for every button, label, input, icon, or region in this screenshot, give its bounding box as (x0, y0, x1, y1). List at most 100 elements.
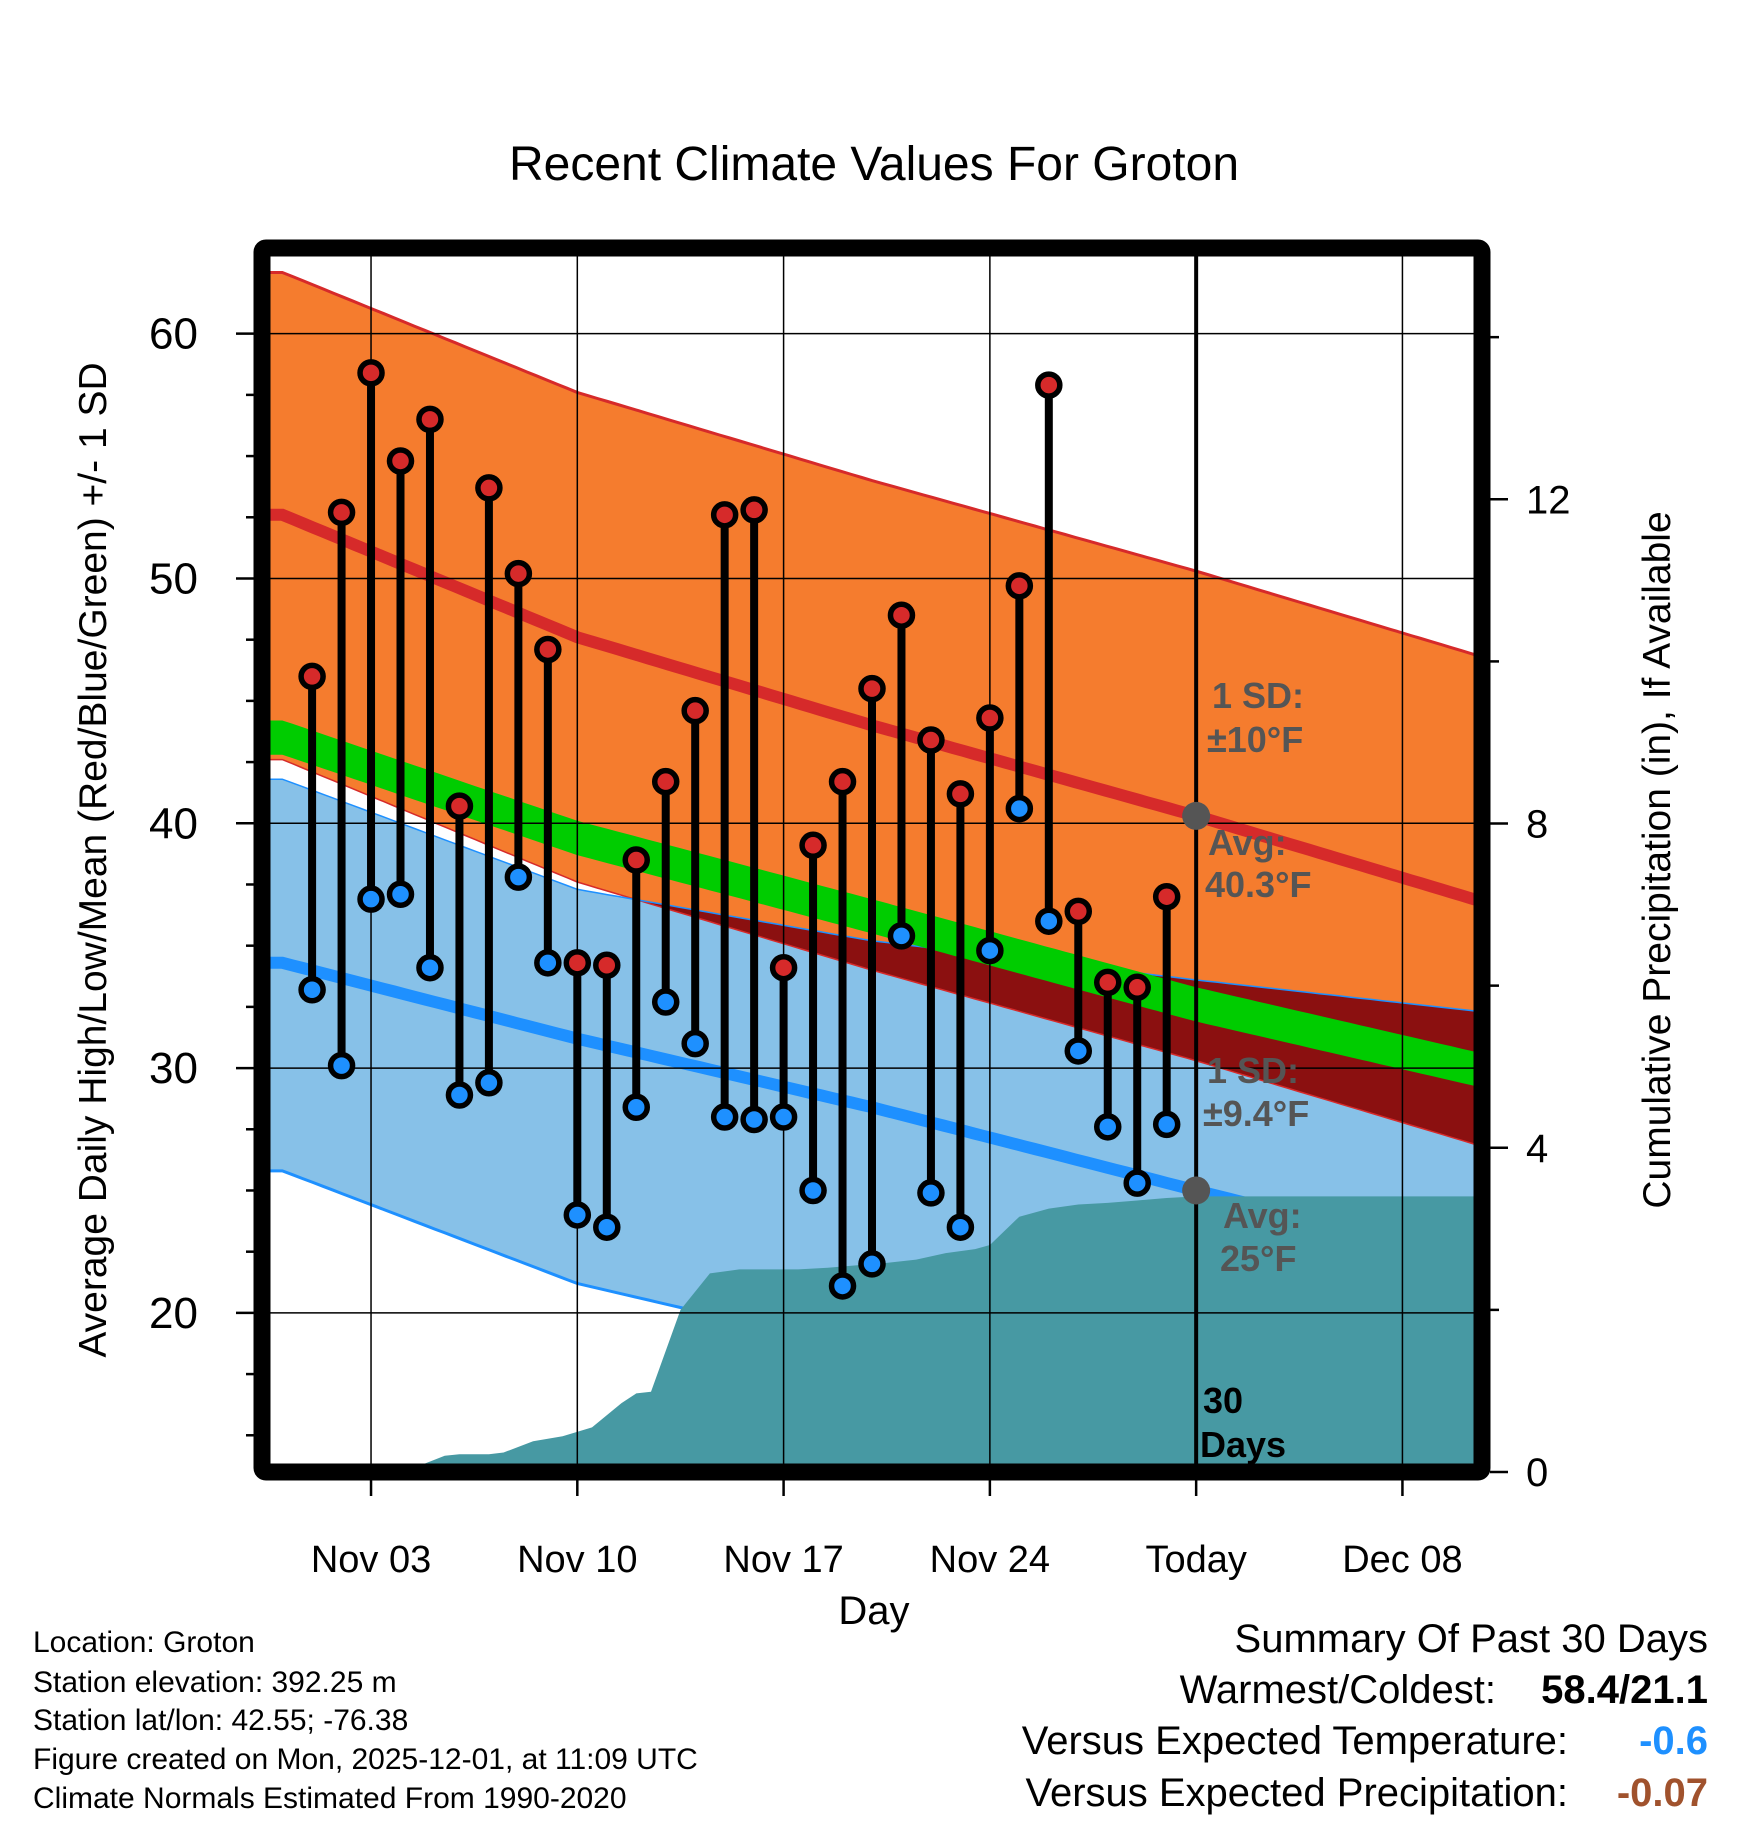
obs-high-dot (475, 474, 503, 502)
obs-low-dot (593, 1213, 621, 1241)
obs-low-dot (1123, 1169, 1151, 1197)
meta-created: Figure created on Mon, 2025-12-01, at 11… (33, 1743, 698, 1776)
obs-high-dot (651, 767, 680, 796)
obs-low-dot (534, 949, 562, 977)
chart-title: Recent Climate Values For Groton (509, 138, 1239, 191)
obs-low-dot (1005, 794, 1034, 823)
obs-high-dot (622, 846, 651, 874)
obs-low-dot (799, 1176, 827, 1205)
obs-high-dot (357, 359, 385, 387)
annotation-days-count: 30 (1203, 1380, 1243, 1421)
obs-high-dot (593, 951, 621, 980)
obs-high-dot (1035, 371, 1063, 399)
obs-high-dot (799, 831, 827, 860)
obs-high-dot (710, 501, 739, 529)
obs-low-dot (917, 1179, 945, 1207)
annotation-low-sd-value: ±9.4°F (1203, 1093, 1309, 1134)
obs-low-dot (710, 1103, 739, 1131)
obs-high-dot (416, 405, 444, 434)
obs-low-dot (740, 1105, 768, 1134)
obs-high-dot (681, 696, 709, 725)
obs-low-dot (622, 1093, 651, 1121)
summary-temp-label: Versus Expected Temperature: (1021, 1719, 1568, 1763)
obs-low-dot (1093, 1113, 1122, 1141)
obs-low-dot (298, 975, 326, 1004)
obs-high-dot (858, 674, 886, 703)
annotation-high-sd-label: 1 SD: (1212, 675, 1304, 716)
obs-low-dot (357, 885, 385, 913)
obs-high-dot (828, 767, 857, 796)
obs-low-dot (475, 1069, 503, 1097)
summary-warm-cold-label: Warmest/Coldest: (1179, 1668, 1496, 1712)
x-tick-label: Nov 03 (311, 1539, 431, 1581)
annotation-low-avg-value: 25°F (1220, 1238, 1296, 1279)
y2-tick-label: 8 (1526, 803, 1548, 847)
annotation-high-avg-value: 40.3°F (1205, 864, 1311, 905)
plot-frame (253, 239, 1491, 1481)
obs-high-dot (917, 726, 945, 754)
obs-high-dot (769, 953, 798, 982)
summary-precip-value: -0.07 (1616, 1771, 1708, 1815)
y2-axis-label: Cumulative Precipitation (in), If Availa… (1636, 511, 1679, 1208)
obs-high-dot (887, 601, 916, 629)
obs-high-dot (386, 447, 415, 475)
obs-low-dot (1035, 907, 1063, 935)
y2-tick-label: 12 (1526, 478, 1571, 522)
obs-high-dot (976, 704, 1004, 732)
x-tick-label: Dec 08 (1342, 1539, 1462, 1581)
annotation-low-avg-label: Avg: (1223, 1195, 1302, 1236)
obs-low-dot (946, 1213, 975, 1241)
annotation-high-sd-value: ±10°F (1207, 719, 1303, 760)
high-sd-upper-line (262, 271, 1482, 659)
x-axis-label: Day (838, 1589, 909, 1633)
precip-area (403, 1196, 1482, 1472)
y2-tick-label: 4 (1526, 1127, 1548, 1171)
obs-high-dot (1064, 897, 1093, 926)
y-axis-label: Average Daily High/Low/Mean (Red/Blue/Gr… (72, 362, 115, 1357)
obs-high-dot (504, 559, 533, 588)
y-tick-label: 30 (149, 1044, 198, 1093)
x-tick-label: Nov 24 (930, 1539, 1050, 1581)
y-tick-label: 60 (149, 310, 198, 359)
x-tick-label: Nov 10 (517, 1539, 637, 1581)
meta-normals: Climate Normals Estimated From 1990-2020 (33, 1782, 627, 1815)
obs-high-dot (327, 498, 356, 527)
obs-high-dot (1152, 882, 1181, 911)
y-tick-label: 50 (149, 554, 198, 603)
obs-high-dot (534, 635, 562, 664)
obs-high-dot (1005, 572, 1034, 600)
obs-low-dot (828, 1272, 857, 1300)
meta-location: Location: Groton (33, 1626, 255, 1659)
obs-low-dot (651, 988, 680, 1016)
obs-low-dot (976, 936, 1004, 965)
annotation-low-sd-label: 1 SD: (1207, 1050, 1299, 1091)
meta-latlon: Station lat/lon: 42.55; -76.38 (33, 1704, 409, 1737)
meta-elevation: Station elevation: 392.25 m (33, 1666, 397, 1699)
obs-low-dot (416, 953, 444, 982)
y-tick-label: 20 (149, 1289, 198, 1338)
x-tick-label: Nov 17 (723, 1539, 843, 1581)
obs-low-dot (858, 1250, 886, 1278)
obs-low-dot (1152, 1110, 1181, 1139)
obs-high-dot (563, 949, 592, 977)
obs-high-dot (1123, 973, 1151, 1002)
obs-low-dot (769, 1103, 798, 1131)
obs-low-dot (563, 1201, 592, 1229)
obs-high-dot (740, 496, 768, 524)
obs-low-dot (445, 1081, 474, 1109)
annotation-high-avg-label: Avg: (1208, 822, 1287, 863)
obs-high-dot (298, 662, 326, 691)
today-low-normal-marker (1182, 1176, 1211, 1205)
obs-high-dot (445, 792, 474, 820)
today-high-normal-marker (1182, 801, 1211, 830)
y-tick-label: 40 (149, 799, 198, 848)
obs-low-dot (327, 1051, 356, 1080)
y2-tick-label: 0 (1526, 1451, 1548, 1495)
summary-temp-value: -0.6 (1639, 1719, 1708, 1763)
obs-low-dot (386, 880, 415, 909)
obs-low-dot (504, 863, 533, 891)
obs-low-dot (681, 1029, 709, 1058)
